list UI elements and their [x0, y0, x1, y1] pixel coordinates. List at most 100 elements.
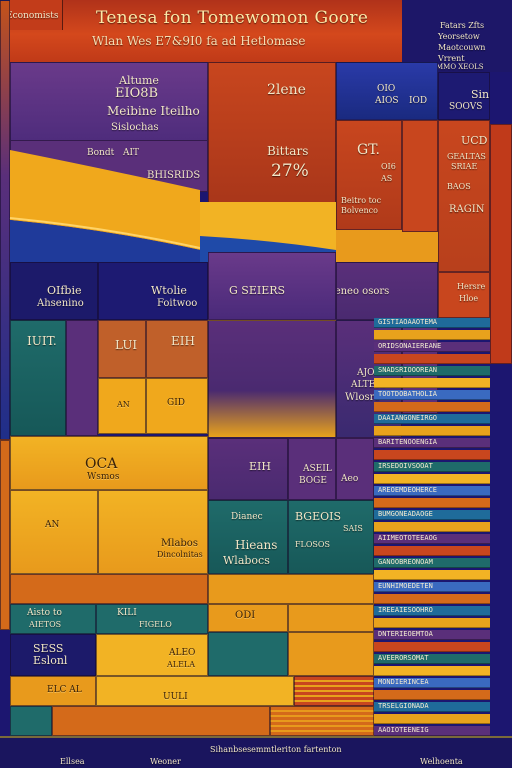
- block-label: Beitro toc: [341, 196, 382, 205]
- iuit-block: IUIT.: [10, 320, 66, 436]
- rust-band: [10, 574, 208, 604]
- stripe-row: TOOTDOBATHOLIA: [374, 390, 490, 400]
- header-corner: [0, 0, 63, 30]
- block-label: RAGIN: [449, 204, 485, 215]
- block-label: EIH: [171, 334, 195, 348]
- stripe-row-label: GANOOBREONOAM: [378, 558, 433, 566]
- note-line: MMO XEOLS: [436, 63, 484, 71]
- dianes-block: Dianec Hieans Wlabocs: [208, 500, 288, 574]
- footer-label: Welhoenta: [420, 757, 463, 766]
- stripe-row-label: BARITENOOENGIA: [378, 438, 438, 446]
- stripe-row: [374, 546, 490, 556]
- top-right-notes-panel: Fatars Zfts Yeorsetow Maotcouwn Vrrent M…: [402, 0, 512, 72]
- block-label: LUI: [115, 338, 138, 352]
- block-label: UULI: [163, 692, 188, 702]
- stripe-row-label: AREOEMDEOHERCE: [378, 486, 438, 494]
- stripe-row-label: ORIDSONAIEREANE: [378, 342, 442, 350]
- teal-cell: [10, 706, 52, 736]
- stripe-row: [374, 450, 490, 460]
- block-label: Aisto to: [27, 608, 62, 618]
- kili-block: KILI FIGELO: [96, 604, 208, 634]
- stripe-row-label: EUNHIMOEDETEN: [378, 582, 433, 590]
- block-label: Hieans: [235, 538, 278, 552]
- block-label: Mlabos: [161, 538, 198, 549]
- block-label: 2lene: [267, 82, 306, 98]
- gsers-block: G SEIERS: [208, 252, 336, 320]
- block-label: ELC AL: [47, 685, 82, 695]
- note-line: Yeorsetow: [438, 32, 480, 41]
- block-label: BOGE: [299, 476, 327, 486]
- wrtolie-block: Wtolie Foitwoo: [98, 262, 208, 320]
- stripe-row-label: MONDIERINCEA: [378, 678, 429, 686]
- stripe-row-label: GISTIAOAAOTEMA: [378, 318, 438, 326]
- block-label: Sin: [471, 88, 490, 101]
- block-label: Dianec: [231, 512, 263, 522]
- stripe-row: SNADSRIOOOREAN: [374, 366, 490, 376]
- block-label: AS: [381, 174, 393, 183]
- orange-cell: [288, 632, 374, 676]
- block-label: BAOS: [447, 182, 471, 191]
- stripe-row-label: DAAIANGONEIRGO: [378, 414, 438, 422]
- stripe-row: [374, 498, 490, 508]
- stripe-row: DAAIANGONEIRGO: [374, 414, 490, 424]
- stripe-row: [374, 594, 490, 604]
- aleo-block: ALEO ALELA: [96, 634, 208, 676]
- oca-block: OCA Wsmos: [10, 436, 208, 490]
- header-corner-label: Economists: [6, 11, 59, 21]
- left-edge-strip: [0, 440, 10, 630]
- stripe-row: [374, 330, 490, 340]
- block-label: EIH: [249, 460, 271, 473]
- page-subtitle: Wlan Wes E7&9I0 fa ad Hetlomase: [92, 34, 306, 48]
- stripe-row-label: IRSEDOIVSOOAT: [378, 462, 433, 470]
- block-label: AIOS: [375, 96, 399, 106]
- block-label: SESS: [33, 642, 64, 655]
- block-label: GID: [167, 398, 185, 408]
- block-label: SAIS: [343, 524, 363, 533]
- aseb-block: ASEIL BOGE: [288, 438, 336, 500]
- stripe-row-label: BUMGONEADAOGE: [378, 510, 433, 518]
- block-label: Hersre: [457, 282, 486, 291]
- bgeois-block: BGEOIS SAIS FLOSOS: [288, 500, 374, 574]
- elc-block: ELC AL: [10, 676, 96, 706]
- stripe-row-label: AVEERORSOMAT: [378, 654, 429, 662]
- block-label: UCD: [461, 134, 488, 147]
- footer-label: Ellsea: [60, 757, 85, 766]
- block-label: Bolvenco: [341, 206, 378, 215]
- stripe-row-label: IREEAIESOOHRO: [378, 606, 433, 614]
- stripe-row: TRSELGIONADA: [374, 702, 490, 712]
- eih2-block: EIH: [208, 438, 288, 500]
- odi-block: ODI: [208, 604, 288, 632]
- block-label: IOD: [409, 96, 428, 106]
- block-label: ASEIL: [303, 464, 332, 474]
- orange-cell: AN: [98, 378, 146, 434]
- lui-block: LUI: [98, 320, 146, 378]
- block-label: G SEIERS: [229, 284, 286, 297]
- footer-bar: Ellsea Weoner Sihanbsesemmtleriton farte…: [0, 736, 512, 768]
- stripe-row-label: TRSELGIONADA: [378, 702, 429, 710]
- stripe-row-label: AIIMEOTOTEEAOG: [378, 534, 438, 542]
- stripe-row: AAOIOTEENEIG: [374, 726, 490, 736]
- sin-block: Sin SOOVS: [438, 72, 490, 120]
- altume-block: Altume EIO8B Meibine Iteilho Sislochas: [10, 62, 208, 154]
- stripe-row: [374, 714, 490, 724]
- stripe-cell: [270, 706, 374, 736]
- orange-cell: GID: [146, 378, 208, 434]
- orange-cell: [288, 604, 374, 632]
- footer-label: Weoner: [150, 757, 181, 766]
- block-label: AIT: [123, 148, 140, 158]
- stripe-row-label: TOOTDOBATHOLIA: [378, 390, 438, 398]
- stripe-row-label: AAOIOTEENEIG: [378, 726, 429, 734]
- page-title: Tenesa fon Tomewomon Goore: [96, 8, 369, 28]
- stripe-row: [374, 354, 490, 364]
- note-line: Vrrent: [438, 54, 465, 63]
- stripe-row: GANOOBREONOAM: [374, 558, 490, 568]
- oifbie-block: OIfbie Ahsenino: [10, 262, 98, 320]
- block-label: SOOVS: [449, 102, 483, 112]
- purple-block: [208, 320, 336, 438]
- block-label: BHISRIDS: [147, 170, 201, 181]
- block-label: Wsmos: [87, 472, 120, 482]
- edosrre-block: Edeneo osors: [336, 262, 438, 320]
- stripe-row: AVEERORSOMAT: [374, 654, 490, 664]
- block-label: Wlosre: [345, 392, 381, 403]
